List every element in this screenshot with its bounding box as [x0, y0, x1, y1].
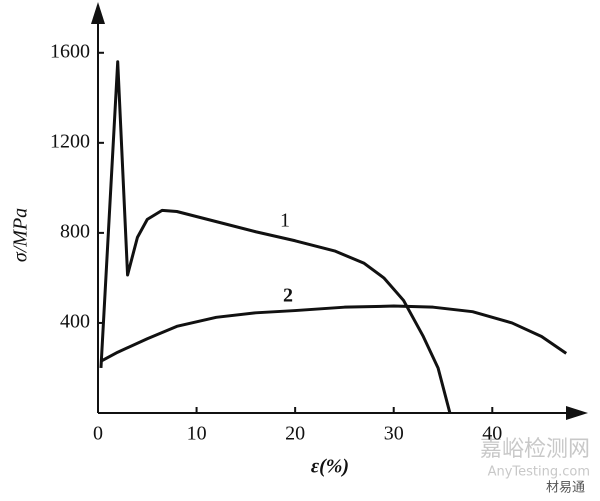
series-label: 2: [283, 285, 293, 307]
x-tick-label: 10: [187, 423, 207, 445]
series-line: [100, 304, 568, 363]
watermark: 嘉峪检测网: [480, 437, 590, 462]
x-tick-label: 0: [93, 423, 103, 445]
y-axis-arrow: [91, 2, 105, 24]
y-tick-label: 1200: [50, 130, 90, 152]
series-line: [99, 60, 452, 414]
x-axis-label: ε(%): [311, 456, 349, 478]
x-axis-arrow: [566, 406, 588, 420]
y-tick-label: 400: [60, 311, 90, 333]
x-tick-label: 40: [482, 423, 502, 445]
series-label: 1: [280, 210, 290, 232]
y-tick-label: 1600: [50, 40, 90, 62]
y-tick-label: 800: [60, 220, 90, 242]
watermark: 材易通: [546, 481, 585, 496]
x-tick-label: 20: [285, 423, 305, 445]
y-axis-label: σ/MPa: [10, 208, 32, 262]
watermark: AnyTesting.com: [488, 465, 590, 480]
x-tick-label: 30: [384, 423, 404, 445]
